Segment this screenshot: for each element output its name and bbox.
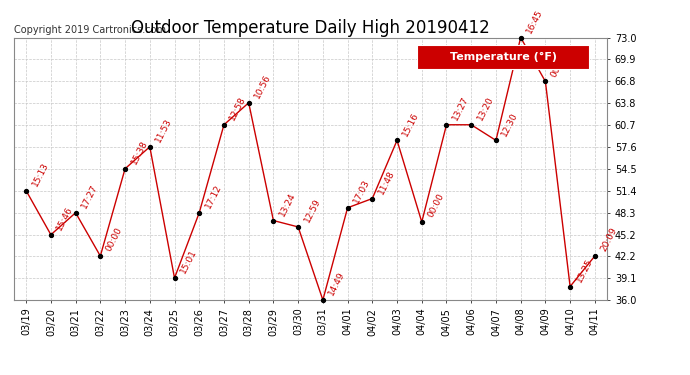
Point [70, 210, 81, 216]
Text: 12:59: 12:59 [302, 197, 322, 224]
Point [268, 217, 279, 223]
Text: 00:00: 00:00 [104, 226, 124, 253]
Text: 15:46: 15:46 [55, 205, 75, 232]
Point [243, 100, 254, 106]
Point [293, 224, 304, 230]
Point [169, 275, 180, 281]
Text: 16:45: 16:45 [525, 8, 544, 35]
Point [194, 210, 205, 216]
Text: 15:13: 15:13 [30, 161, 50, 188]
Text: 12:30: 12:30 [500, 111, 520, 138]
Text: 13:25: 13:25 [574, 257, 594, 284]
Text: 13:27: 13:27 [451, 95, 471, 122]
Title: Outdoor Temperature Daily High 20190412: Outdoor Temperature Daily High 20190412 [131, 20, 490, 38]
Point [219, 122, 230, 128]
Text: 13:24: 13:24 [277, 191, 297, 218]
Text: 15:01: 15:01 [179, 248, 199, 275]
Text: 00:00: 00:00 [426, 192, 446, 219]
Text: 11:48: 11:48 [377, 169, 396, 196]
Point [441, 122, 452, 128]
Point [317, 297, 328, 303]
Text: 14:49: 14:49 [327, 270, 346, 297]
Point [540, 78, 551, 84]
Text: 17:27: 17:27 [80, 183, 99, 210]
Text: 20:09: 20:09 [599, 226, 619, 253]
Text: 13:20: 13:20 [475, 95, 495, 122]
Point [367, 195, 378, 201]
Point [342, 205, 353, 211]
Point [46, 232, 57, 238]
Point [466, 122, 477, 128]
Text: 00:00: 00:00 [549, 52, 569, 79]
Point [21, 188, 32, 194]
Point [416, 219, 427, 225]
Text: 17:12: 17:12 [204, 183, 223, 210]
Text: 15:38: 15:38 [129, 139, 149, 166]
Point [391, 137, 402, 143]
Text: 10:56: 10:56 [253, 73, 273, 100]
Point [491, 137, 502, 143]
Point [515, 34, 526, 40]
Text: 15:16: 15:16 [401, 111, 421, 138]
Point [589, 253, 600, 259]
Point [564, 284, 575, 290]
Text: 17:03: 17:03 [352, 178, 371, 205]
Text: 12:58: 12:58 [228, 95, 248, 122]
Text: 11:53: 11:53 [154, 117, 174, 144]
Point [144, 144, 155, 150]
Point [119, 166, 130, 172]
Text: Copyright 2019 Cartronics.com: Copyright 2019 Cartronics.com [14, 25, 166, 35]
Point [95, 253, 106, 259]
